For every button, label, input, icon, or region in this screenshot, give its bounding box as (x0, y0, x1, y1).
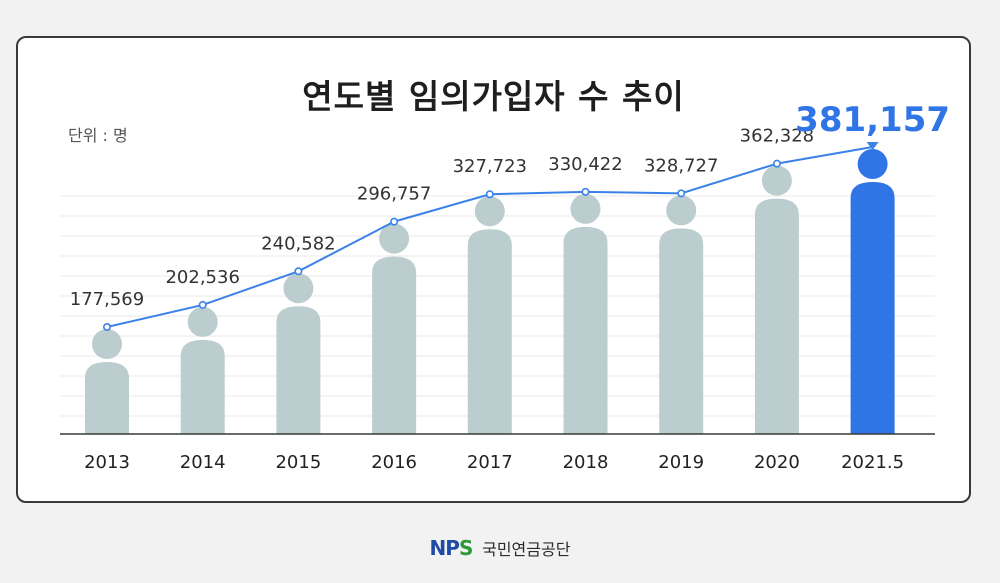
data-label: 381,157 (795, 100, 950, 140)
data-label: 177,569 (70, 289, 144, 310)
bar (659, 228, 704, 434)
x-tick-label: 2018 (563, 452, 609, 473)
bar-head (570, 193, 601, 224)
trend-point (581, 187, 590, 196)
data-label: 240,582 (261, 233, 335, 254)
bar (850, 182, 895, 434)
trend-point (677, 189, 686, 198)
data-label: 362,328 (740, 126, 814, 147)
x-tick-label: 2015 (275, 452, 321, 473)
data-label: 296,757 (357, 184, 431, 205)
data-label: 327,723 (453, 156, 527, 177)
bar (180, 339, 225, 434)
x-tick-label: 2021.5 (841, 452, 904, 473)
bar-head (474, 196, 505, 227)
footer-logo: NPS 국민연금공단 (0, 536, 1000, 560)
trend-point (103, 322, 112, 331)
bar (467, 229, 512, 434)
trend-point (294, 267, 303, 276)
nps-logo-icon: NPS (429, 536, 474, 560)
trend-end-marker (866, 142, 879, 150)
data-label: 330,422 (548, 154, 622, 175)
trend-point (390, 217, 399, 226)
bar-head (92, 329, 122, 359)
x-tick-label: 2020 (754, 452, 800, 473)
data-label: 202,536 (165, 267, 239, 288)
bar (372, 256, 417, 434)
bar (563, 226, 608, 434)
bar (276, 306, 321, 434)
x-tick-label: 2017 (467, 452, 513, 473)
trend-point (772, 159, 781, 168)
unit-label: 단위 : 명 (68, 126, 128, 145)
x-tick-label: 2014 (180, 452, 226, 473)
x-tick-label: 2013 (84, 452, 130, 473)
bar-head (379, 223, 410, 254)
bar (754, 198, 799, 434)
trend-point (198, 300, 207, 309)
x-tick-label: 2016 (371, 452, 417, 473)
bar-head (857, 149, 888, 179)
bar-head (283, 273, 314, 304)
bar-head (666, 195, 697, 226)
trend-point (485, 190, 494, 199)
org-name: 국민연금공단 (482, 540, 571, 559)
x-tick-label: 2019 (658, 452, 704, 473)
bar-head (761, 165, 792, 196)
bar (85, 362, 129, 434)
data-label: 328,727 (644, 155, 718, 176)
chart-title: 연도별 임의가입자 수 추이 (302, 77, 685, 116)
bar-head (187, 306, 218, 337)
